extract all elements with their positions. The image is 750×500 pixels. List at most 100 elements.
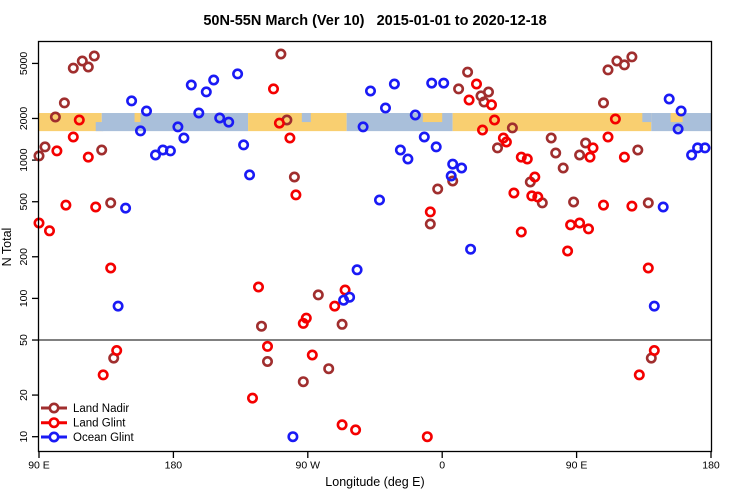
scatter-point — [373, 194, 385, 206]
scatter-point — [297, 317, 309, 329]
plot-frame — [37, 40, 713, 453]
scatter-point — [357, 121, 369, 133]
scatter-point — [657, 201, 669, 213]
scatter-point — [648, 344, 660, 356]
scatter-point — [582, 223, 594, 235]
scatter-point — [626, 51, 638, 63]
scatter-point — [96, 144, 108, 156]
scatter-point — [312, 289, 324, 301]
scatter-point — [557, 162, 569, 174]
scatter-point — [663, 93, 675, 105]
scatter-point — [350, 424, 362, 436]
scatter-point — [208, 74, 220, 86]
scatter-point — [126, 95, 138, 107]
scatter-point — [574, 217, 586, 229]
y-tick-label: 500 — [18, 193, 30, 211]
scatter-point — [618, 59, 630, 71]
scatter-point — [602, 131, 614, 143]
scatter-point — [364, 85, 376, 97]
scatter-point — [500, 136, 512, 148]
scatter-point — [141, 105, 153, 117]
scatter-point — [273, 117, 285, 129]
scatter-point — [526, 190, 538, 202]
scatter-point — [642, 262, 654, 274]
band-segment-land — [452, 113, 652, 132]
scatter-point — [447, 175, 459, 187]
scatter-point — [550, 147, 562, 159]
scatter-point — [426, 77, 438, 89]
scatter-point — [521, 153, 533, 165]
scatter-point — [244, 169, 256, 181]
scatter-point — [164, 145, 176, 157]
band-patch-ocean — [301, 113, 311, 123]
scatter-point — [626, 200, 638, 212]
scatter-point — [290, 189, 302, 201]
band-patch-ocean — [642, 113, 652, 123]
scatter-point — [699, 142, 711, 154]
x-tick-label: 0 — [439, 460, 445, 472]
y-tick-label: 10 — [18, 431, 30, 443]
scatter-point — [76, 55, 88, 67]
scatter-point — [424, 218, 436, 230]
scatter-point — [214, 112, 226, 124]
legend-item-ocean-glint: Ocean Glint — [41, 431, 135, 444]
band-patch-land — [422, 113, 443, 123]
scatter-point — [456, 162, 468, 174]
scatter-point — [515, 226, 527, 238]
y-tick-label: 5000 — [18, 52, 30, 76]
scatter-point — [402, 153, 414, 165]
scatter-point — [421, 431, 433, 443]
x-tick-label: 180 — [165, 460, 183, 472]
scatter-point — [463, 94, 475, 106]
scatter-point — [470, 78, 482, 90]
series-land-nadir — [33, 48, 657, 388]
x-tick-label: 90 E — [28, 460, 50, 472]
scatter-point — [336, 419, 348, 431]
scatter-point — [485, 99, 497, 111]
x-axis-title: Longitude (deg E) — [325, 475, 424, 489]
scatter-point — [51, 145, 63, 157]
legend-marker-ocean-glint-icon — [48, 431, 60, 443]
scatter-point — [306, 349, 318, 361]
scatter-point — [73, 114, 85, 126]
scatter-point — [82, 151, 94, 163]
scatter-point — [574, 149, 586, 161]
scatter-point — [60, 199, 72, 211]
scatter-point — [82, 61, 94, 73]
scatter-point — [394, 144, 406, 156]
scatter-point — [409, 109, 421, 121]
x-tick-label: 90 W — [296, 460, 321, 472]
band-patch-land — [670, 113, 683, 123]
legend-item-land-nadir: Land Nadir — [41, 402, 129, 415]
scatter-point — [430, 141, 442, 153]
scatter-point — [223, 116, 235, 128]
scatter-point — [672, 123, 684, 135]
scatter-point — [200, 86, 212, 98]
legend-label-land-glint: Land Glint — [73, 418, 126, 430]
scatter-point — [255, 320, 267, 332]
y-axis-title: N Total — [0, 228, 14, 267]
scatter-point — [491, 142, 503, 154]
scatter-point — [43, 225, 55, 237]
series-ocean-glint — [112, 68, 711, 443]
band-patch-ocean — [95, 122, 104, 132]
scatter-point — [336, 318, 348, 330]
scatter-point — [58, 97, 70, 109]
legend-marker-land-nadir-icon — [48, 402, 60, 414]
scatter-point — [97, 369, 109, 381]
axes: 90 E 180 90 W 0 90 E 180 10 20 50 100 200 500 1000 20… — [18, 52, 720, 472]
scatter-point — [247, 392, 259, 404]
scatter-point — [253, 281, 265, 293]
legend-marker-land-glint-icon — [48, 417, 60, 429]
scatter-point — [88, 50, 100, 62]
scatter-point — [120, 202, 132, 214]
scatter-point — [275, 48, 287, 60]
chart-title: 50N-55N March (Ver 10) 2015-01-01 to 202… — [203, 13, 546, 29]
scatter-point — [462, 66, 474, 78]
scatter-point — [488, 114, 500, 126]
scatter-point — [90, 201, 102, 213]
scatter-point — [344, 291, 356, 303]
series-land-glint — [33, 78, 660, 443]
